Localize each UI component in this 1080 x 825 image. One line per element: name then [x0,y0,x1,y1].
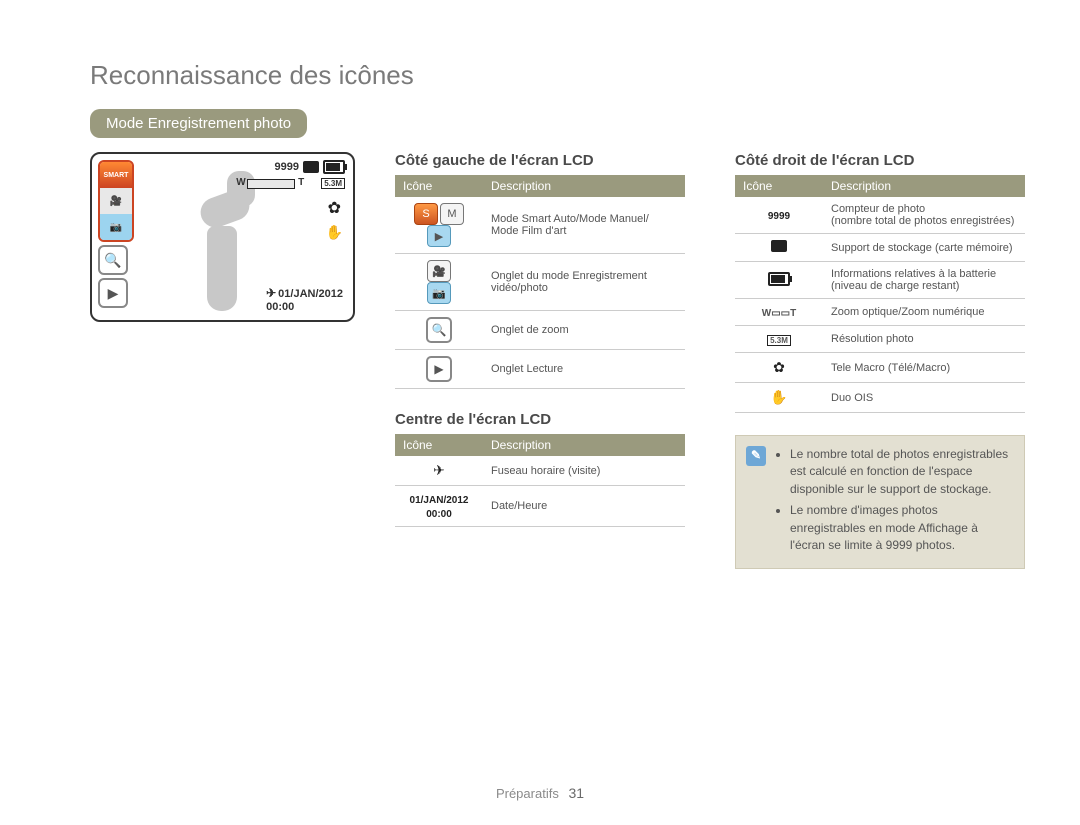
table-row: Support de stockage (carte mémoire) [735,234,1025,262]
table-row: 9999 Compteur de photo (nombre total de … [735,197,1025,234]
footer-section: Préparatifs [496,786,559,801]
smart-mode-icon [100,162,132,188]
cell-desc: Zoom optique/Zoom numérique [823,299,1025,326]
note-box: ✎ Le nombre total de photos enregistrabl… [735,435,1025,569]
photo-mode-icon [100,214,132,240]
timezone-icon: ✈ [266,286,276,300]
play-icon: ▶ [98,278,128,308]
cell-desc: Onglet Lecture [483,350,685,389]
video-mode-icon [100,188,132,214]
center-table: Icône Description ✈ Fuseau horaire (visi… [395,434,685,527]
table-row: 01/JAN/2012 00:00 Date/Heure [395,486,685,527]
manual-mode-icon: M [440,203,464,225]
table-row: 🔍 Onglet de zoom [395,311,685,350]
table-row: Informations relatives à la batterie (ni… [735,262,1025,299]
th-desc: Description [483,175,685,197]
table-row: 5.3M Résolution photo [735,326,1025,353]
table-row: W▭▭T Zoom optique/Zoom numérique [735,299,1025,326]
ois-icon: ✋ [770,389,787,406]
play-tab-icon: ▶ [426,356,452,382]
th-icon: Icône [395,434,483,456]
resolution-icon: 5.3M [321,178,345,189]
cell-desc: Informations relatives à la batterie (ni… [823,262,1025,299]
lcd-zoom-row: 5.3M [247,178,345,189]
macro-icon: ✿ [773,359,785,376]
lcd-screen: 🔍 ▶ 9999 5.3M ✿ ✋ [90,152,355,322]
th-icon: Icône [395,175,483,197]
macro-icon: ✿ [328,198,341,218]
smart-auto-icon: S [414,203,438,225]
lcd-datetime: ✈01/JAN/2012 00:00 [266,286,343,314]
th-icon: Icône [735,175,823,197]
table-row: SM▶ Mode Smart Auto/Mode Manuel/ Mode Fi… [395,197,685,254]
cell-desc: Duo OIS [823,383,1025,413]
right-table-title: Côté droit de l'écran LCD [735,152,1035,169]
mode-badge: Mode Enregistrement photo [90,109,307,138]
left-table-title: Côté gauche de l'écran LCD [395,152,695,169]
table-row: ✈ Fuseau horaire (visite) [395,456,685,486]
cell-desc: Onglet de zoom [483,311,685,350]
card-icon [771,240,787,252]
cell-desc: Résolution photo [823,326,1025,353]
table-row: ✿ Tele Macro (Télé/Macro) [735,353,1025,383]
footer-page-number: 31 [568,785,584,801]
resolution-icon: 5.3M [767,335,791,346]
card-icon [303,161,319,173]
cell-desc: Mode Smart Auto/Mode Manuel/ Mode Film d… [483,197,685,254]
cell-desc: Tele Macro (Télé/Macro) [823,353,1025,383]
table-row: ✋ Duo OIS [735,383,1025,413]
date-text-icon: 01/JAN/2012 00:00 [410,495,469,520]
zoom-icon: 🔍 [98,245,128,275]
left-table: Icône Description SM▶ Mode Smart Auto/Mo… [395,175,685,389]
cell-desc: Date/Heure [483,486,685,527]
table-row: 🎥 📷 Onglet du mode Enregistrement vidéo/… [395,254,685,311]
photo-counter: 9999 [275,161,299,173]
zoom-bar-icon [247,179,295,189]
note-bullet: Le nombre d'images photos enregistrables… [790,502,1012,554]
page-footer: Préparatifs 31 [0,785,1080,801]
right-table: Icône Description 9999 Compteur de photo… [735,175,1025,413]
table-row: ▶ Onglet Lecture [395,350,685,389]
note-icon: ✎ [746,446,766,466]
page-title: Reconnaissance des icônes [90,60,995,91]
cell-desc: Support de stockage (carte mémoire) [823,234,1025,262]
th-desc: Description [483,434,685,456]
note-bullet: Le nombre total de photos enregistrables… [790,446,1012,498]
cell-desc: Fuseau horaire (visite) [483,456,685,486]
counter-icon: 9999 [768,211,790,222]
video-tab-icon: 🎥 [427,260,451,282]
cell-desc: Onglet du mode Enregistrement vidéo/phot… [483,254,685,311]
ois-icon: ✋ [326,224,343,241]
zoom-tab-icon: 🔍 [426,317,452,343]
th-desc: Description [823,175,1025,197]
battery-icon [323,160,345,174]
cell-desc: Compteur de photo (nombre total de photo… [823,197,1025,234]
timezone-icon: ✈ [433,462,445,479]
art-film-icon: ▶ [427,225,451,247]
battery-icon [768,272,790,286]
mode-stack [98,160,134,242]
center-table-title: Centre de l'écran LCD [395,411,695,428]
photo-tab-icon: 📷 [427,282,451,304]
lcd-top-status: 9999 [275,160,345,174]
